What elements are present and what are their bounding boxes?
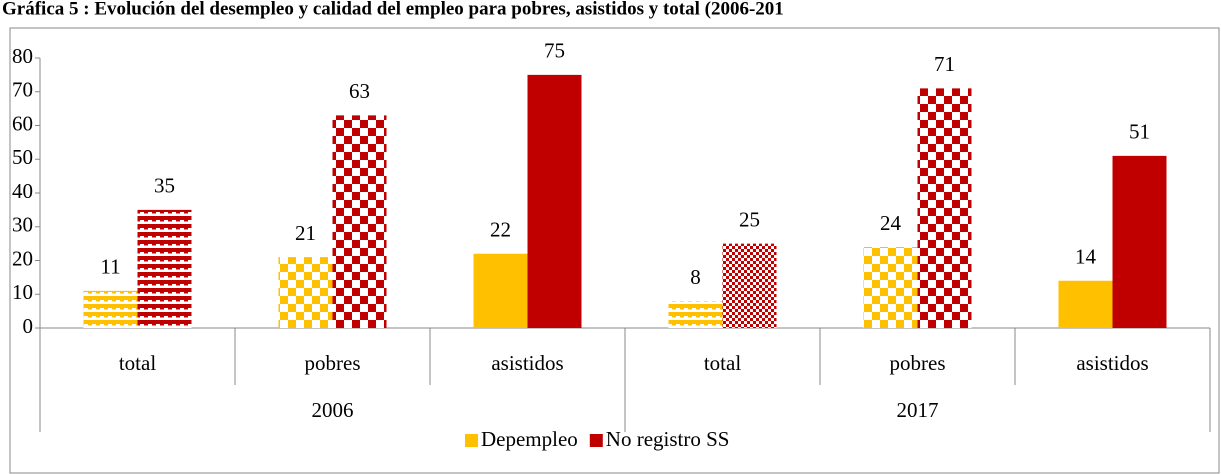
bar [473,253,528,328]
bar [137,209,192,328]
x-tick-label: asistidos [1076,351,1148,375]
y-tick-label: 20 [12,246,33,270]
chart-title: Gráfica 5 : Evolución del desempleo y ca… [2,0,784,19]
bar [332,115,387,328]
legend-label: No registro SS [606,427,730,451]
y-tick-label: 30 [12,213,33,237]
data-label: 51 [1129,120,1150,144]
x-tick-label: pobres [305,351,361,375]
data-label: 24 [880,211,902,235]
bar [863,247,918,328]
y-tick-label: 40 [12,179,33,203]
bar [668,301,723,328]
bar [527,74,582,328]
x-tick-label: total [704,351,741,375]
x-tick-label: asistidos [491,351,563,375]
data-label: 11 [100,255,120,279]
data-label: 14 [1075,245,1097,269]
y-tick-label: 50 [12,145,33,169]
group-label: 2017 [897,398,939,422]
bar [1112,155,1167,328]
legend-swatch [465,434,478,447]
data-label: 75 [544,39,565,63]
data-label: 21 [295,221,316,245]
x-tick-label: total [119,351,156,375]
data-label: 63 [349,79,370,103]
bar [83,290,138,328]
legend-swatch [589,434,603,447]
bar [917,88,972,328]
data-label: 25 [739,207,760,231]
y-tick-label: 70 [12,78,33,102]
group-label: 2006 [312,398,354,422]
bar [278,257,333,328]
data-label: 71 [934,52,955,76]
y-tick-label: 60 [12,111,33,135]
chart-border [9,27,1220,474]
y-tick-label: 0 [23,314,34,338]
y-tick-label: 80 [12,44,33,68]
bar [722,243,777,328]
y-tick-label: 10 [12,280,33,304]
data-label: 8 [690,265,701,289]
bar [1058,280,1113,328]
legend-label: Depempleo [481,427,578,451]
data-label: 22 [490,218,511,242]
data-label: 35 [154,174,175,198]
x-tick-label: pobres [890,351,946,375]
